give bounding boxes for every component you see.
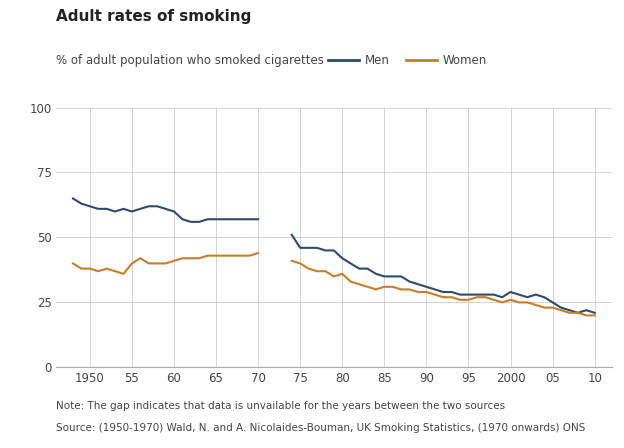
Text: Adult rates of smoking: Adult rates of smoking (56, 9, 251, 24)
Text: % of adult population who smoked cigarettes: % of adult population who smoked cigaret… (56, 54, 324, 67)
Text: Women: Women (443, 54, 487, 67)
Text: Men: Men (365, 54, 390, 67)
Text: Note: The gap indicates that data is unvailable for the years between the two so: Note: The gap indicates that data is unv… (56, 401, 505, 411)
Text: Source: (1950-1970) Wald, N. and A. Nicolaides-Bouman, UK Smoking Statistics, (1: Source: (1950-1970) Wald, N. and A. Nico… (56, 423, 585, 433)
